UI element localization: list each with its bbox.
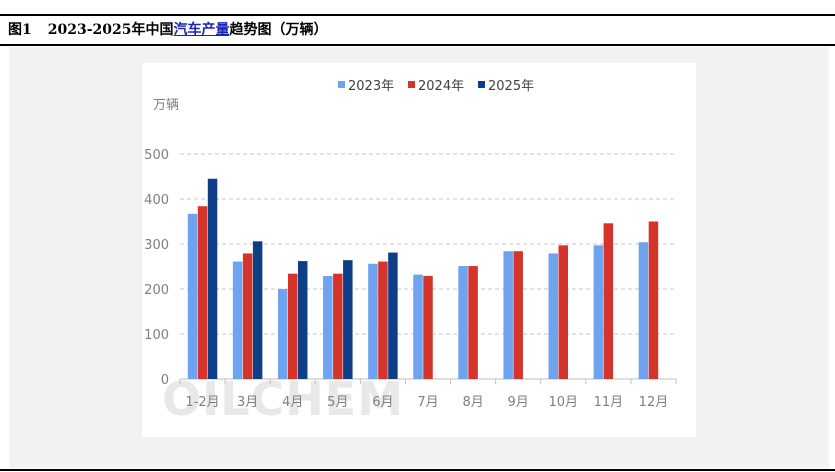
chart-card: OILCHEM 0 100 200 300 400 500 万辆 1-2月 3月 4月 5月 6月 7月 8… xyxy=(142,63,696,437)
bar xyxy=(323,275,333,379)
bar xyxy=(232,261,243,379)
x-tick-label: 6月 xyxy=(372,395,393,410)
bar xyxy=(558,245,569,379)
x-tick-label: 3月 xyxy=(237,395,258,410)
x-tick-label: 11月 xyxy=(594,395,624,410)
figure-caption: 图1 2023-2025年中国汽车产量趋势图（万辆） xyxy=(8,19,328,41)
legend-swatch xyxy=(478,81,485,88)
x-tick-label: 4月 xyxy=(282,395,303,410)
x-tick-label: 12月 xyxy=(639,395,669,410)
watermark-text: OILCHEM xyxy=(162,372,404,426)
x-tick-label: 9月 xyxy=(508,395,529,410)
bar xyxy=(413,274,423,379)
bar xyxy=(287,273,298,379)
figure-title-prefix: 2023-2025年中国 xyxy=(47,22,174,38)
bar xyxy=(423,275,433,379)
x-tick-label: 10月 xyxy=(548,395,578,410)
bar xyxy=(468,266,478,379)
footer-rule xyxy=(0,469,835,471)
y-axis-label: 万辆 xyxy=(153,98,179,113)
x-tick-label: 1-2月 xyxy=(185,395,219,410)
bar xyxy=(333,273,343,379)
bar xyxy=(548,253,559,379)
bar xyxy=(513,251,523,379)
y-tick-label: 100 xyxy=(144,328,169,343)
header-top-rule xyxy=(0,14,835,16)
y-tick-label: 500 xyxy=(144,148,169,163)
legend-swatch xyxy=(408,81,415,88)
legend-label: 2023年 xyxy=(348,79,394,94)
y-tick-label: 300 xyxy=(144,238,169,253)
x-tick-label: 5月 xyxy=(327,395,348,410)
bar xyxy=(648,221,659,379)
y-tick-label: 0 xyxy=(161,373,169,388)
x-tick-label: 7月 xyxy=(417,395,438,410)
header-bottom-rule xyxy=(0,44,835,46)
bar xyxy=(277,289,288,379)
bar xyxy=(378,261,388,379)
bar xyxy=(593,245,604,379)
legend-label: 2025年 xyxy=(488,79,534,94)
y-tick-label: 400 xyxy=(144,193,169,208)
figure-title-link[interactable]: 汽车产量 xyxy=(173,22,230,38)
legend-swatch xyxy=(338,81,345,88)
bar xyxy=(187,213,198,379)
bar xyxy=(503,251,513,379)
y-tick-label: 200 xyxy=(144,283,169,298)
figure-title-suffix: 趋势图（万辆） xyxy=(229,22,328,38)
bar xyxy=(207,178,218,379)
bar xyxy=(297,261,308,379)
bar xyxy=(388,252,398,379)
bar xyxy=(252,241,263,379)
bar xyxy=(638,242,649,379)
bar xyxy=(242,253,253,379)
bar xyxy=(197,206,208,379)
bar xyxy=(368,263,378,379)
bar xyxy=(603,223,614,379)
legend-label: 2024年 xyxy=(418,79,464,94)
figure-number: 图1 xyxy=(8,22,32,38)
bar xyxy=(343,260,353,379)
bar xyxy=(458,266,468,379)
x-tick-label: 8月 xyxy=(462,395,483,410)
